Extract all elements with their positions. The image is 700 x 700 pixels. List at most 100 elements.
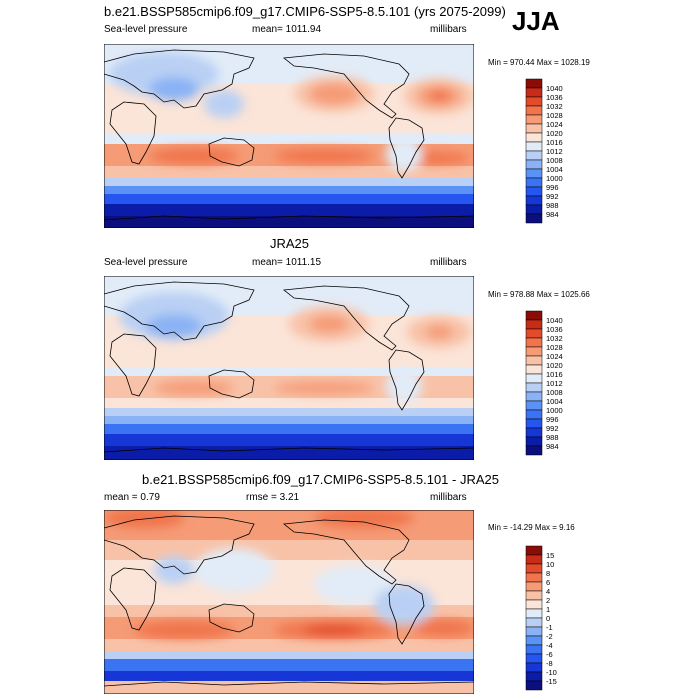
band: [104, 134, 474, 144]
colorbar-swatch: [525, 195, 543, 206]
colorbar-swatch: [525, 617, 543, 628]
colorbar-swatch: [525, 319, 543, 330]
band: [104, 434, 474, 446]
colorbar-tick-label: 992: [546, 424, 559, 433]
panel-2-left-label: Sea-level pressure: [104, 257, 188, 268]
colorbar-swatch: [525, 382, 543, 393]
band: [104, 368, 474, 376]
colorbar-swatch: [525, 168, 543, 179]
colorbar-tick-label: 984: [546, 210, 559, 219]
blob: [274, 149, 374, 163]
colorbar-swatch: [525, 337, 543, 348]
panel-2-title: JRA25: [270, 236, 310, 251]
colorbar-tick-label: -6: [546, 650, 553, 659]
colorbar-tick-label: 1016: [546, 370, 563, 379]
colorbar-tick-label: 1040: [546, 316, 563, 325]
colorbar-swatch: [525, 554, 543, 565]
colorbar-swatch: [525, 445, 543, 456]
colorbar-tick-label: 1032: [546, 102, 563, 111]
blob: [134, 621, 234, 639]
coast-eurasia: [104, 49, 255, 109]
colorbar-tick-label: 988: [546, 433, 559, 442]
colorbar-tick-label: 996: [546, 183, 559, 192]
colorbar-tick-label: 1020: [546, 361, 563, 370]
colorbar-swatch: [525, 644, 543, 655]
colorbar-swatch: [525, 114, 543, 125]
colorbar-swatch: [525, 204, 543, 215]
coastlines: [104, 281, 474, 453]
colorbar-swatch: [525, 409, 543, 420]
colorbar-swatch: [525, 141, 543, 152]
blob: [386, 136, 422, 172]
band: [104, 204, 474, 216]
colorbar-tick-label: 1000: [546, 406, 563, 415]
panel-3-title: b.e21.BSSP585cmip6.f09_g17.CMIP6-SSP5-8.…: [142, 472, 499, 487]
colorbar-swatch: [525, 635, 543, 646]
coast-africa: [109, 567, 157, 631]
colorbar-tick-label: 1012: [546, 379, 563, 388]
colorbar-tick-label: 1016: [546, 138, 563, 147]
colorbar-swatch: [525, 355, 543, 366]
colorbar-swatch: [525, 364, 543, 375]
coast-south-america: [388, 349, 425, 411]
band: [104, 408, 474, 416]
colorbar-tick-label: 15: [546, 551, 554, 560]
coast-south-america: [388, 583, 425, 645]
blob: [154, 381, 234, 395]
colorbar-tick-label: -1: [546, 623, 553, 632]
map-panel-3: [104, 510, 474, 694]
coast-australia: [208, 137, 255, 167]
panel-2-right-label: millibars: [430, 257, 467, 268]
colorbar-tick-label: 1028: [546, 111, 563, 120]
blob: [414, 620, 474, 636]
panel-1-left-label: Sea-level pressure: [104, 24, 188, 35]
colorbar-swatch: [525, 680, 543, 691]
coast-australia: [208, 603, 255, 633]
colorbars: 1040103610321028102410201016101210081004…: [525, 78, 563, 691]
coast-africa: [109, 101, 157, 165]
colorbar-tick-label: 1000: [546, 174, 563, 183]
coast-antarctica: [104, 215, 474, 221]
coast-eurasia: [104, 281, 255, 341]
band: [104, 216, 474, 228]
colorbar-swatch: [525, 626, 543, 637]
colorbar-swatch: [525, 608, 543, 619]
band: [104, 424, 474, 434]
band: [104, 659, 474, 671]
colorbar-tick-label: 2: [546, 596, 550, 605]
coast-antarctica: [104, 681, 474, 687]
colorbar-tick-label: 1024: [546, 120, 563, 129]
colorbar-swatch: [525, 572, 543, 583]
colorbar-swatch: [525, 545, 543, 556]
band: [104, 651, 474, 659]
colorbar-tick-label: 996: [546, 415, 559, 424]
coast-north-america: [282, 53, 410, 119]
colorbar-tick-label: 1028: [546, 343, 563, 352]
blob: [314, 510, 414, 528]
coast-north-america: [282, 519, 410, 585]
colorbar-tick-label: 8: [546, 569, 550, 578]
coastlines: [104, 515, 474, 687]
band: [104, 671, 474, 681]
band: [104, 398, 474, 408]
colorbar-tick-label: -10: [546, 668, 557, 677]
colorbar-swatch: [525, 563, 543, 574]
blob: [149, 77, 199, 101]
panel-3-minmax: Min = -14.29 Max = 9.16: [488, 523, 575, 532]
colorbar-tick-label: 1036: [546, 325, 563, 334]
band: [104, 639, 474, 651]
colorbar-1: 1040103610321028102410201016101210081004…: [525, 78, 563, 224]
blob: [146, 314, 202, 338]
colorbar-swatch: [525, 391, 543, 402]
panel-1-center-label: mean= 1011.94: [252, 24, 322, 35]
colorbar-swatch: [525, 427, 543, 438]
colorbar-tick-label: 1032: [546, 334, 563, 343]
blob: [309, 315, 349, 333]
coast-south-america: [388, 117, 425, 179]
blob: [194, 548, 274, 592]
colorbar-tick-label: -8: [546, 659, 553, 668]
colorbar-2: 1040103610321028102410201016101210081004…: [525, 310, 563, 456]
panel-3-center-label: rmse = 3.21: [246, 492, 300, 503]
